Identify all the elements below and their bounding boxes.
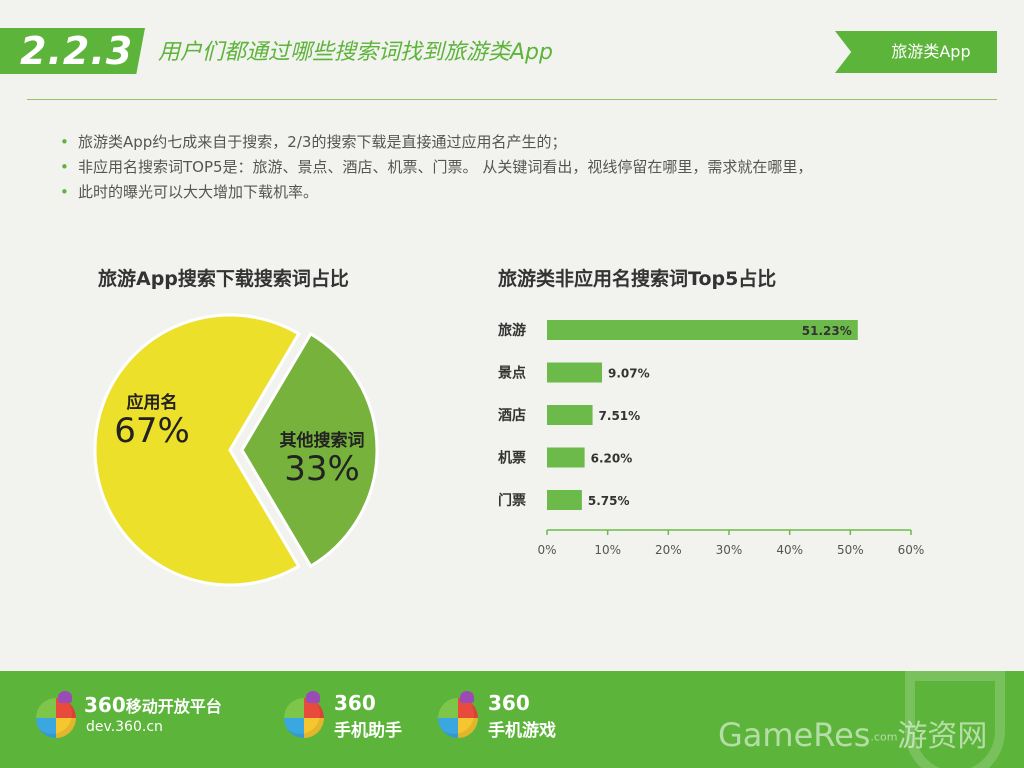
watermark-com: .com bbox=[870, 730, 898, 744]
bar bbox=[547, 320, 858, 340]
x-tick-label: 40% bbox=[776, 543, 803, 557]
logo-hat-icon bbox=[58, 691, 72, 703]
bar-category-label: 酒店 bbox=[498, 407, 526, 424]
bar-value-label: 7.51% bbox=[599, 409, 641, 423]
logo-name: 移动开放平台 bbox=[125, 697, 222, 716]
logo-hat-icon bbox=[306, 691, 320, 703]
logo-hat-icon bbox=[460, 691, 474, 703]
watermark-cn: 游资网 bbox=[897, 719, 988, 754]
bar bbox=[547, 405, 593, 425]
footer-banner: 360移动开放平台 dev.360.cn 360 手机助手 360 手机游戏 G… bbox=[0, 671, 1024, 768]
logo-ball-icon bbox=[438, 698, 478, 738]
bar-category-label: 机票 bbox=[498, 450, 526, 467]
watermark-en: GameRes bbox=[718, 716, 871, 754]
x-tick-label: 50% bbox=[837, 543, 864, 557]
logo-name: 手机游戏 bbox=[488, 721, 556, 741]
category-tag-label: 旅游类App bbox=[891, 42, 971, 61]
pie-slice-value: 67% bbox=[114, 411, 190, 451]
section-badge bbox=[0, 28, 145, 74]
logo-ball-icon bbox=[284, 698, 324, 738]
bar-value-label: 6.20% bbox=[591, 452, 633, 466]
x-tick-label: 0% bbox=[537, 543, 556, 557]
bar-category-label: 旅游 bbox=[498, 322, 526, 339]
pie-chart-title: 旅游App搜索下载搜索词占比 bbox=[98, 268, 349, 290]
bar bbox=[547, 447, 585, 468]
bullet-item: 旅游类App约七成来自于搜索，2/3的搜索下载是直接通过应用名产生的； bbox=[60, 130, 980, 155]
page-title: 用户们都通过哪些搜索词找到旅游类App bbox=[158, 40, 553, 65]
bar-value-label: 51.23% bbox=[802, 324, 852, 338]
x-tick-label: 30% bbox=[716, 543, 743, 557]
pie-slice-label: 应用名 bbox=[127, 392, 178, 413]
bar-value-label: 5.75% bbox=[588, 494, 630, 508]
logo-ball-icon bbox=[36, 698, 76, 738]
section-number: 2.2.3 bbox=[20, 29, 134, 73]
watermark: GameRes.com游资网 bbox=[718, 711, 987, 755]
logo-brand: 360 bbox=[334, 691, 376, 715]
summary-bullets: 旅游类App约七成来自于搜索，2/3的搜索下载是直接通过应用名产生的； 非应用名… bbox=[60, 130, 980, 205]
x-tick-label: 10% bbox=[594, 543, 621, 557]
x-tick-label: 20% bbox=[655, 543, 682, 557]
category-tag bbox=[835, 31, 997, 73]
bar bbox=[547, 490, 582, 510]
bar-category-label: 景点 bbox=[498, 365, 526, 382]
bullet-item: 非应用名搜索词TOP5是：旅游、景点、酒店、机票、门票。 从关键词看出，视线停留… bbox=[60, 155, 980, 180]
bar-chart: 旅游 51.23% 景点 9.07% 酒店 7.51% 机票 6.20% 门票 5.75% 0% 10… bbox=[498, 320, 925, 557]
watermark-shield-icon bbox=[905, 671, 1005, 768]
bar-category-label: 门票 bbox=[498, 492, 526, 509]
pie-slice bbox=[240, 331, 379, 569]
pie-slice bbox=[93, 313, 301, 587]
bar bbox=[547, 362, 603, 383]
bullet-continuation: 此时的曝光可以大大增加下载机率。 bbox=[60, 180, 980, 205]
x-tick-label: 60% bbox=[898, 543, 925, 557]
bar-chart-title: 旅游类非应用名搜索词Top5占比 bbox=[498, 268, 777, 290]
pie-slice-value: 33% bbox=[284, 449, 360, 489]
pie-slice-label: 其他搜索词 bbox=[280, 430, 365, 451]
logo-brand: 360 bbox=[84, 693, 126, 717]
bar-value-label: 9.07% bbox=[608, 367, 650, 381]
logo-url: dev.360.cn bbox=[86, 719, 163, 735]
logo-name: 手机助手 bbox=[334, 721, 402, 741]
header-divider bbox=[27, 99, 997, 100]
logo-brand: 360 bbox=[488, 691, 530, 715]
